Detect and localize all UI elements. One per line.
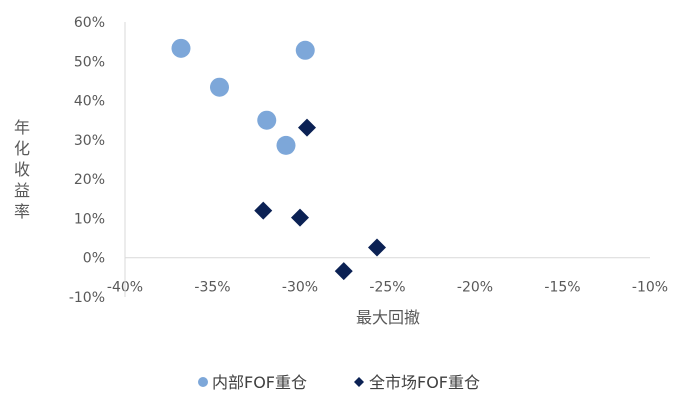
point-circle (257, 110, 277, 130)
point-diamond (254, 201, 273, 220)
legend-circle-marker (198, 377, 208, 387)
point-circle (171, 38, 191, 58)
x-tick-label: -20% (457, 280, 493, 296)
y-tick-label: 20% (74, 172, 105, 188)
y-tick-label: 40% (74, 94, 105, 110)
y-axis-ticks: -10% 0% 10% 20% 30% 40% 50% 60% (69, 15, 105, 306)
point-circle (276, 135, 296, 155)
legend-label: 全市场FOF重仓 (369, 373, 480, 392)
x-axis-title: 最大回撤 (356, 308, 420, 327)
x-tick-label: -30% (282, 280, 318, 296)
point-diamond (334, 262, 353, 281)
y-axis-title: 年化收益率 (14, 118, 30, 221)
x-tick-label: -35% (194, 280, 230, 296)
y-tick-label: 60% (74, 15, 105, 31)
x-tick-label: -10% (632, 280, 668, 296)
point-circle (210, 77, 229, 97)
y-tick-label: 0% (83, 251, 105, 267)
legend-label: 内部FOF重仓 (212, 373, 307, 392)
point-diamond (298, 118, 316, 137)
x-axis-ticks: -40% -35% -30% -25% -20% -15% -10% (107, 280, 668, 296)
point-circle (295, 40, 315, 60)
y-tick-label: -10% (69, 290, 105, 306)
data-points (171, 38, 386, 281)
legend-diamond-marker (354, 377, 364, 387)
legend: 内部FOF重仓 全市场FOF重仓 (198, 373, 480, 392)
x-tick-label: -25% (369, 280, 405, 296)
y-tick-label: 50% (74, 54, 105, 70)
point-diamond (291, 208, 309, 227)
point-diamond (368, 238, 386, 257)
x-tick-label: -15% (544, 280, 580, 296)
y-tick-label: 30% (74, 133, 105, 149)
y-tick-label: 10% (74, 211, 105, 227)
